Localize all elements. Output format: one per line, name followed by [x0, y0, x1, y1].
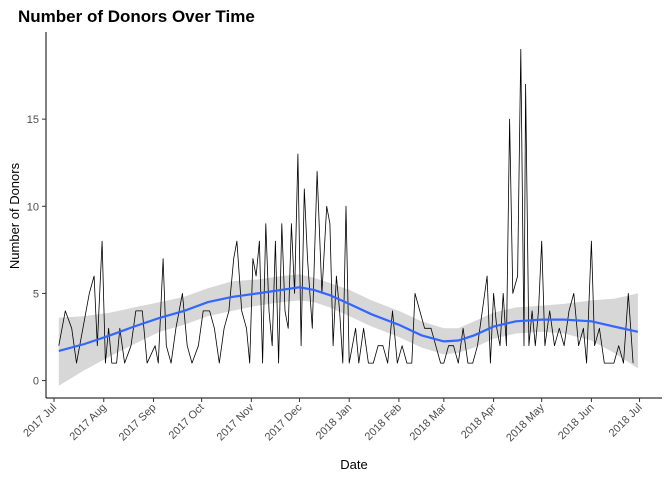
confidence-band-layer — [58, 274, 638, 386]
x-tick-label: 2018 Mar — [408, 401, 450, 443]
x-tick-label: 2018 May — [504, 401, 547, 444]
donor-count-line — [58, 49, 634, 364]
x-tick-label: 2018 Feb — [363, 402, 404, 443]
x-tick-label: 2018 Jan — [314, 402, 354, 442]
y-axis-title: Number of Donors — [7, 162, 22, 269]
y-tick-label: 10 — [27, 201, 39, 213]
x-tick-label: 2017 Jul — [21, 402, 59, 440]
y-tick-label: 0 — [33, 376, 39, 388]
x-tick-label: 2018 Jun — [556, 402, 596, 442]
x-tick-label: 2017 Oct — [167, 402, 207, 442]
x-axis-title: Date — [340, 457, 367, 472]
x-axis-ticks: 2017 Jul 2017 Aug 2017 Sep 2017 Oct 2017 Nov… — [21, 398, 645, 444]
x-tick-label: 2017 Dec — [263, 401, 305, 443]
x-tick-label: 2017 Sep — [117, 402, 159, 444]
smooth-series-layer — [58, 286, 639, 352]
y-axis-ticks: 0 5 10 15 — [27, 114, 46, 388]
y-tick-label: 15 — [27, 114, 39, 126]
x-tick-label: 2017 Aug — [68, 402, 109, 443]
x-tick-label: 2017 Nov — [215, 401, 257, 443]
x-tick-label: 2018 Jul — [607, 402, 645, 440]
x-tick-label: 2018 Apr — [459, 401, 499, 441]
y-tick-label: 5 — [33, 288, 39, 300]
confidence-band — [58, 274, 638, 386]
smoothed-trend-line — [58, 286, 639, 352]
chart-title: Number of Donors Over Time — [18, 7, 255, 26]
raw-series-layer — [58, 49, 634, 364]
